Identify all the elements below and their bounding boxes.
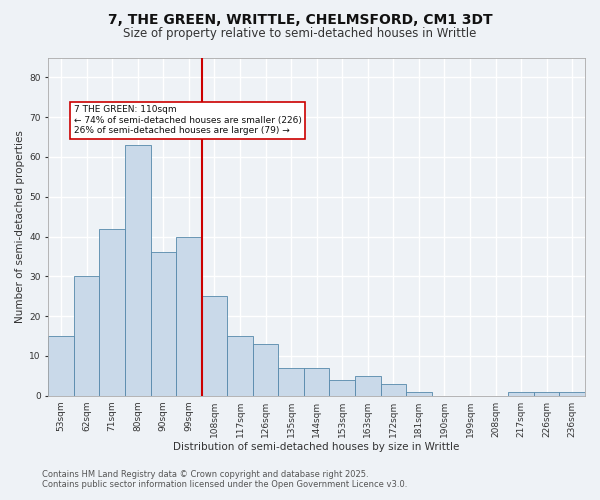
Bar — [151, 252, 176, 396]
X-axis label: Distribution of semi-detached houses by size in Writtle: Distribution of semi-detached houses by … — [173, 442, 460, 452]
Bar — [202, 296, 227, 396]
Bar — [227, 336, 253, 396]
Y-axis label: Number of semi-detached properties: Number of semi-detached properties — [15, 130, 25, 323]
Bar — [253, 344, 278, 396]
Text: Contains HM Land Registry data © Crown copyright and database right 2025.
Contai: Contains HM Land Registry data © Crown c… — [42, 470, 407, 489]
Bar — [508, 392, 534, 396]
Text: 7 THE GREEN: 110sqm
← 74% of semi-detached houses are smaller (226)
26% of semi-: 7 THE GREEN: 110sqm ← 74% of semi-detach… — [74, 105, 302, 135]
Bar — [278, 368, 304, 396]
Bar — [304, 368, 329, 396]
Bar — [176, 236, 202, 396]
Bar — [125, 145, 151, 396]
Bar — [49, 336, 74, 396]
Text: Size of property relative to semi-detached houses in Writtle: Size of property relative to semi-detach… — [124, 28, 476, 40]
Bar — [355, 376, 380, 396]
Text: 7, THE GREEN, WRITTLE, CHELMSFORD, CM1 3DT: 7, THE GREEN, WRITTLE, CHELMSFORD, CM1 3… — [107, 12, 493, 26]
Bar — [380, 384, 406, 396]
Bar — [534, 392, 559, 396]
Bar — [100, 228, 125, 396]
Bar — [559, 392, 585, 396]
Bar — [329, 380, 355, 396]
Bar — [406, 392, 431, 396]
Bar — [74, 276, 100, 396]
